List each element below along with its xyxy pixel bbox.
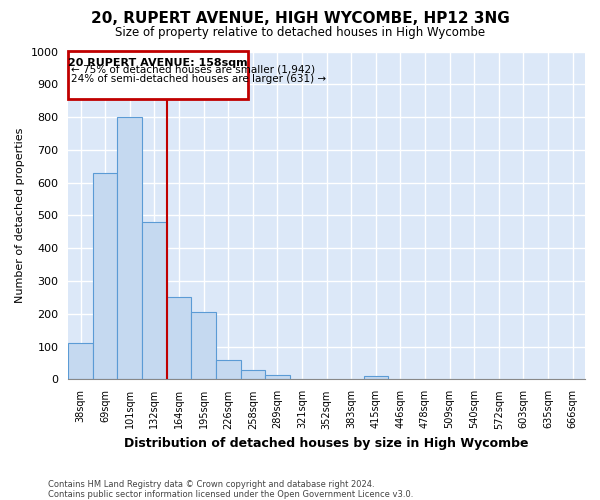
Bar (68, 344, 93, 380)
Bar (216, 360, 241, 380)
Bar (265, 374, 290, 380)
Bar (364, 376, 388, 380)
Text: ← 75% of detached houses are smaller (1,942): ← 75% of detached houses are smaller (1,… (71, 64, 315, 74)
Text: Contains public sector information licensed under the Open Government Licence v3: Contains public sector information licen… (48, 490, 413, 499)
X-axis label: Distribution of detached houses by size in High Wycombe: Distribution of detached houses by size … (124, 437, 529, 450)
Bar (167, 298, 191, 380)
Text: Contains HM Land Registry data © Crown copyright and database right 2024.: Contains HM Land Registry data © Crown c… (48, 480, 374, 489)
Bar (68, 52, 248, 99)
Text: 20 RUPERT AVENUE: 158sqm: 20 RUPERT AVENUE: 158sqm (68, 58, 248, 68)
Bar (142, 222, 167, 380)
Bar (241, 370, 265, 380)
Text: 24% of semi-detached houses are larger (631) →: 24% of semi-detached houses are larger (… (71, 74, 326, 85)
Bar (191, 312, 216, 380)
Text: Size of property relative to detached houses in High Wycombe: Size of property relative to detached ho… (115, 26, 485, 39)
Y-axis label: Number of detached properties: Number of detached properties (15, 128, 25, 303)
Text: 20, RUPERT AVENUE, HIGH WYCOMBE, HP12 3NG: 20, RUPERT AVENUE, HIGH WYCOMBE, HP12 3N… (91, 11, 509, 26)
Bar (118, 117, 142, 380)
Bar (93, 173, 118, 380)
